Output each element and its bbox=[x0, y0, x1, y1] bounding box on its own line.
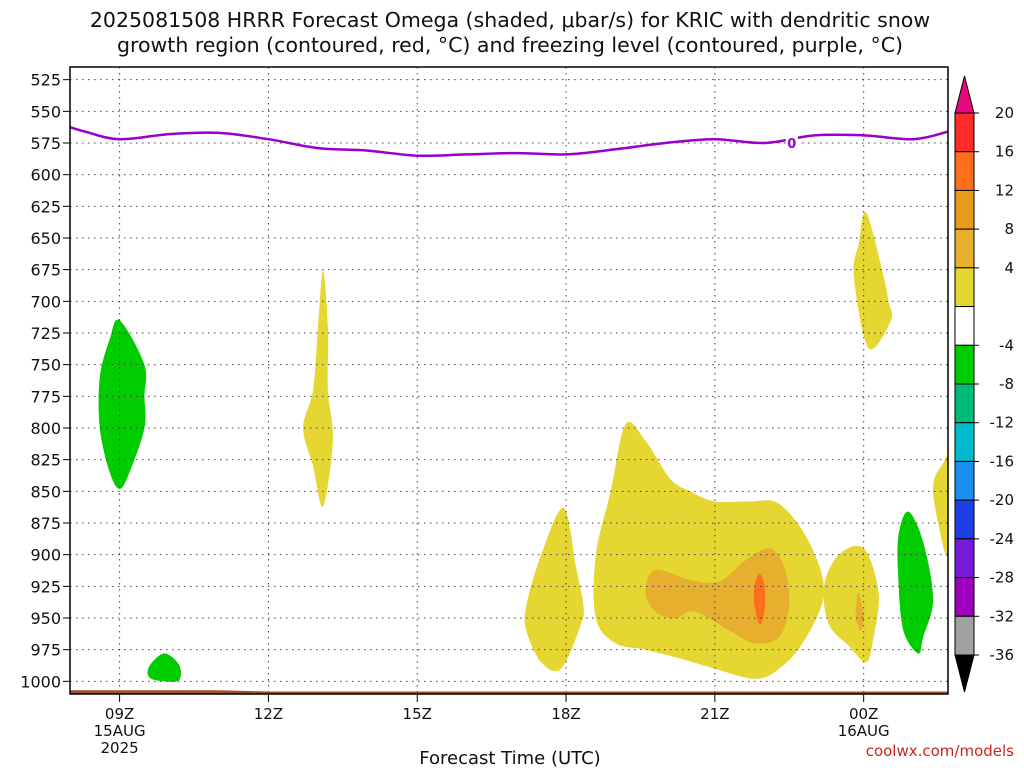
omega-region-9 bbox=[645, 548, 790, 644]
y-tick-label-550: 550 bbox=[30, 102, 61, 121]
omega-region-8 bbox=[932, 455, 948, 557]
y-axis-ticks: 525 550 575 600 625 650 675 700 725 750 775 800 825 8… bbox=[20, 71, 70, 691]
colorbar-bin-2 bbox=[954, 151, 975, 191]
y-tick-label-850: 850 bbox=[30, 482, 61, 501]
y-tick-label-750: 750 bbox=[30, 356, 61, 375]
omega-region-3 bbox=[303, 270, 333, 507]
omega-shading bbox=[98, 212, 948, 682]
omega-region-0 bbox=[98, 319, 147, 489]
y-tick-label-1000: 1000 bbox=[20, 672, 61, 691]
colorbar-bin-11 bbox=[954, 499, 975, 540]
colorbar-bin-7 bbox=[954, 344, 975, 385]
x-tick-label-12Z: 12Z bbox=[254, 705, 283, 723]
colorbar-bin-bottom bbox=[954, 654, 975, 693]
x-tick-label-15Z: 15Z bbox=[403, 705, 432, 723]
y-tick-label-800: 800 bbox=[30, 419, 61, 438]
x-tick-label-18Z: 18Z bbox=[551, 705, 580, 723]
y-tick-label-925: 925 bbox=[30, 577, 61, 596]
plot-frame bbox=[69, 66, 949, 695]
omega-region-5 bbox=[524, 507, 584, 672]
colorbar-label-4: 4 bbox=[1004, 259, 1014, 277]
freezing-level-label: 0 bbox=[787, 137, 796, 152]
omega-region-10 bbox=[855, 592, 864, 631]
x-tick-label-00Z: 00Z bbox=[849, 705, 878, 723]
y-tick-label-625: 625 bbox=[30, 197, 61, 216]
colorbar-label-16: 16 bbox=[995, 143, 1014, 161]
colorbar-label--24: -24 bbox=[990, 530, 1015, 548]
y-tick-label-725: 725 bbox=[30, 324, 61, 343]
omega-region-11 bbox=[753, 573, 766, 625]
colorbar-label-8: 8 bbox=[1004, 220, 1014, 238]
y-tick-label-650: 650 bbox=[30, 229, 61, 248]
colorbar-bin-top bbox=[954, 75, 975, 114]
omega-region-2 bbox=[897, 511, 934, 654]
x-tick-label-21Z: 21Z bbox=[700, 705, 729, 723]
x-tick-label-09Z: 09Z bbox=[105, 705, 134, 723]
colorbar-bin-14 bbox=[954, 615, 975, 656]
source-credit: coolwx.com/models bbox=[866, 742, 1014, 760]
colorbar-bin-13 bbox=[954, 577, 975, 617]
colorbar-bin-3 bbox=[954, 189, 975, 230]
y-tick-label-700: 700 bbox=[30, 292, 61, 311]
colorbar-label-20: 20 bbox=[995, 104, 1014, 122]
colorbar-bin-5 bbox=[954, 267, 975, 308]
y-tick-label-600: 600 bbox=[30, 166, 61, 185]
colorbar: 20 16 12 8 4 -4 -8 -12 -16 -20 -24 -28 -32 -36 bbox=[954, 75, 1015, 693]
colorbar-label--16: -16 bbox=[990, 452, 1015, 470]
y-tick-label-775: 775 bbox=[30, 387, 61, 406]
colorbar-label-12: 12 bbox=[995, 181, 1014, 199]
colorbar-bin-4 bbox=[954, 228, 975, 269]
colorbar-label--4: -4 bbox=[999, 336, 1014, 354]
grid-lines bbox=[70, 67, 948, 694]
ground-surface bbox=[70, 690, 948, 694]
omega-region-1 bbox=[147, 653, 181, 682]
chart-title-line-1: 2025081508 HRRR Forecast Omega (shaded, … bbox=[90, 8, 930, 32]
y-tick-label-575: 575 bbox=[30, 134, 61, 153]
y-tick-label-875: 875 bbox=[30, 514, 61, 533]
freezing-level-contour: 0 bbox=[70, 125, 948, 158]
colorbar-label--12: -12 bbox=[990, 414, 1015, 432]
y-tick-label-525: 525 bbox=[30, 71, 61, 90]
omega-region-7 bbox=[823, 545, 879, 663]
colorbar-bin-12 bbox=[954, 538, 975, 579]
ground-band bbox=[70, 690, 948, 694]
colorbar-bin-1 bbox=[954, 112, 975, 153]
y-tick-label-825: 825 bbox=[30, 451, 61, 470]
colorbar-bin-8 bbox=[954, 383, 975, 424]
colorbar-label--8: -8 bbox=[999, 375, 1014, 393]
x-tick-sublabel-15AUG: 15AUG bbox=[94, 722, 146, 740]
y-tick-label-975: 975 bbox=[30, 641, 61, 660]
y-tick-label-900: 900 bbox=[30, 546, 61, 565]
colorbar-bin-10 bbox=[954, 460, 975, 501]
colorbar-label--20: -20 bbox=[990, 491, 1015, 509]
freezing-level-label-bg bbox=[785, 135, 798, 150]
colorbar-bin-6 bbox=[954, 306, 975, 346]
y-tick-label-675: 675 bbox=[30, 261, 61, 280]
chart-title-line-2: growth region (contoured, red, °C) and f… bbox=[117, 33, 903, 57]
colorbar-label--36: -36 bbox=[990, 646, 1015, 664]
x-tick-sublabel-16AUG: 16AUG bbox=[838, 722, 890, 740]
x-tick-sublabel-2025: 2025 bbox=[101, 739, 139, 757]
omega-region-4 bbox=[853, 212, 893, 350]
freezing-level-line bbox=[70, 125, 948, 158]
colorbar-label--28: -28 bbox=[990, 569, 1015, 587]
colorbar-bin-9 bbox=[954, 422, 975, 462]
x-axis-title: Forecast Time (UTC) bbox=[419, 748, 600, 768]
colorbar-label--32: -32 bbox=[990, 607, 1015, 625]
y-tick-label-950: 950 bbox=[30, 609, 61, 628]
